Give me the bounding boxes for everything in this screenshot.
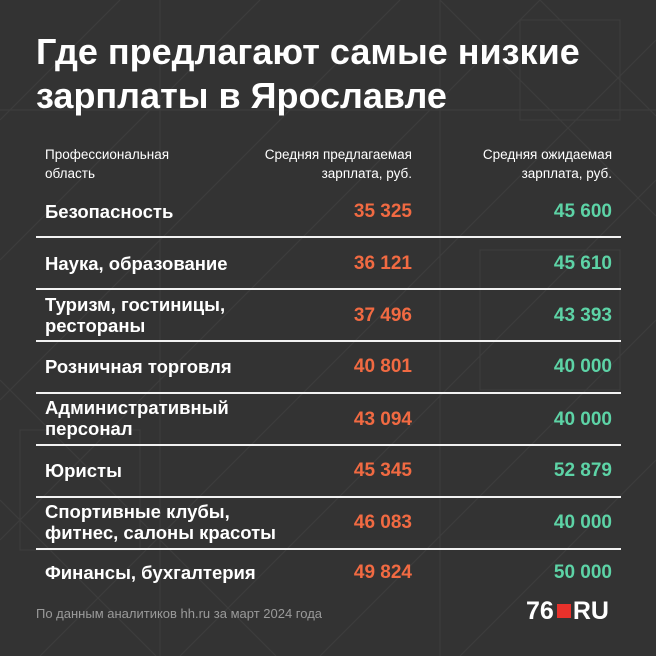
logo-domain: RU bbox=[572, 597, 609, 625]
row-label: Безопасность bbox=[45, 201, 335, 222]
table-row: Юристы 45 345 52 879 bbox=[0, 446, 656, 497]
row-offered-value: 36 121 bbox=[353, 253, 412, 274]
row-label-line-2: фитнес, салоны красоты bbox=[45, 522, 276, 543]
table-row: Административный персонал 43 094 40 000 bbox=[0, 394, 656, 445]
row-expected-value: 52 879 bbox=[553, 460, 612, 481]
column-header-offered: Средняя предлагаемая зарплата, руб. bbox=[200, 145, 412, 183]
row-divider bbox=[36, 340, 621, 342]
column-header-expected-line-1: Средняя ожидаемая bbox=[482, 147, 612, 162]
column-header-offered-line-2: зарплата, руб. bbox=[321, 166, 412, 181]
row-offered-value: 35 325 bbox=[353, 201, 412, 222]
row-expected-value: 40 000 bbox=[553, 356, 612, 377]
table-row: Финансы, бухгалтерия 49 824 50 000 bbox=[0, 550, 656, 601]
row-offered-value: 37 496 bbox=[353, 305, 412, 326]
row-expected-value: 45 610 bbox=[553, 253, 612, 274]
row-label: Спортивные клубы, фитнес, салоны красоты bbox=[45, 501, 335, 543]
row-expected-value: 45 600 bbox=[553, 201, 612, 222]
row-label-line-1: Спортивные клубы, bbox=[45, 501, 230, 522]
row-divider bbox=[36, 288, 621, 290]
row-label-line-1: Туризм, гостиницы, bbox=[45, 294, 226, 315]
title-line-2: зарплаты в Ярославле bbox=[36, 75, 447, 116]
row-label-line-1: Административный bbox=[45, 397, 229, 418]
table-row: Безопасность 35 325 45 600 bbox=[0, 186, 656, 238]
row-label: Розничная торговля bbox=[45, 356, 335, 377]
logo-number: 76 bbox=[526, 597, 554, 625]
row-label-line-1: Розничная торговля bbox=[45, 356, 232, 377]
row-offered-value: 40 801 bbox=[353, 356, 412, 377]
row-offered-value: 49 824 bbox=[353, 562, 412, 583]
row-label: Туризм, гостиницы, рестораны bbox=[45, 294, 335, 336]
row-divider bbox=[36, 496, 621, 498]
row-label: Административный персонал bbox=[45, 397, 335, 439]
row-label-line-1: Финансы, бухгалтерия bbox=[45, 562, 256, 583]
row-label: Наука, образование bbox=[45, 253, 335, 274]
row-divider bbox=[36, 444, 621, 446]
row-offered-value: 45 345 bbox=[353, 460, 412, 481]
row-divider bbox=[36, 548, 621, 550]
row-expected-value: 40 000 bbox=[553, 409, 612, 430]
row-offered-value: 46 083 bbox=[353, 512, 412, 533]
column-header-expected: Средняя ожидаемая зарплата, руб. bbox=[400, 145, 612, 183]
row-expected-value: 40 000 bbox=[553, 512, 612, 533]
source-note: По данным аналитиков hh.ru за март 2024 … bbox=[36, 606, 323, 621]
row-expected-value: 50 000 bbox=[553, 562, 612, 583]
row-label-line-1: Юристы bbox=[45, 460, 122, 481]
table-row: Спортивные клубы, фитнес, салоны красоты … bbox=[0, 498, 656, 549]
row-label-line-2: рестораны bbox=[45, 315, 146, 336]
table-row: Туризм, гостиницы, рестораны 37 496 43 39… bbox=[0, 290, 656, 341]
row-offered-value: 43 094 bbox=[353, 409, 412, 430]
table-row: Наука, образование 36 121 45 610 bbox=[0, 238, 656, 289]
row-divider bbox=[36, 392, 621, 394]
row-expected-value: 43 393 bbox=[553, 305, 612, 326]
row-label-line-1: Наука, образование bbox=[45, 253, 228, 274]
row-label-line-1: Безопасность bbox=[45, 201, 174, 222]
site-logo[interactable]: 76 RU bbox=[526, 596, 609, 626]
title-line-1: Где предлагают самые низкие bbox=[36, 31, 580, 72]
column-header-area-line-1: Профессиональная bbox=[45, 147, 170, 162]
row-divider bbox=[36, 236, 621, 238]
row-label: Финансы, бухгалтерия bbox=[45, 562, 335, 583]
column-header-area-line-2: область bbox=[45, 166, 95, 181]
column-header-area: Профессиональная область bbox=[45, 145, 245, 183]
column-header-expected-line-2: зарплата, руб. bbox=[521, 166, 612, 181]
logo-square-icon bbox=[556, 604, 571, 618]
row-label-line-2: персонал bbox=[45, 418, 133, 439]
row-label: Юристы bbox=[45, 460, 335, 481]
column-header-offered-line-1: Средняя предлагаемая bbox=[264, 147, 412, 162]
page-title: Где предлагают самые низкие зарплаты в Я… bbox=[36, 30, 636, 118]
table-row: Розничная торговля 40 801 40 000 bbox=[0, 342, 656, 393]
